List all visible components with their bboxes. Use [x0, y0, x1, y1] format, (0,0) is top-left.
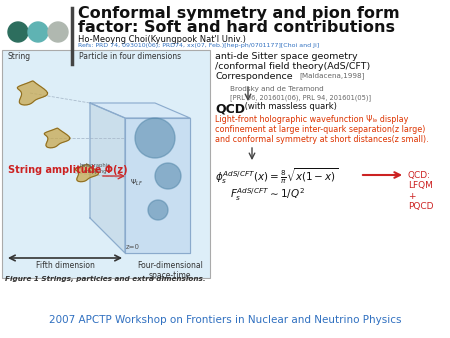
Bar [2, 50, 210, 278]
Text: Particle in four dimensions: Particle in four dimensions [79, 52, 181, 61]
Circle shape [28, 22, 48, 42]
Text: [PRL 96, 201601(06), PRL 94, 201601(05)]: [PRL 96, 201601(06), PRL 94, 201601(05)] [230, 94, 371, 101]
Text: Light-front holographic wavefunction Ψₗₔ display: Light-front holographic wavefunction Ψₗₔ… [215, 115, 409, 124]
Polygon shape [44, 128, 70, 148]
Circle shape [148, 200, 168, 220]
Text: holographic
mapping: holographic mapping [80, 163, 111, 174]
Text: String amplitude Φ(z): String amplitude Φ(z) [8, 165, 128, 175]
Text: String: String [8, 52, 31, 61]
Polygon shape [125, 118, 190, 253]
Text: Correspondence: Correspondence [215, 72, 292, 81]
Text: (with massless quark): (with massless quark) [242, 102, 337, 111]
Text: factor: Soft and hard contributions: factor: Soft and hard contributions [78, 20, 395, 35]
Text: anti-de Sitter space geometry: anti-de Sitter space geometry [215, 52, 358, 61]
Polygon shape [90, 103, 190, 118]
Text: Refs: PRD 74, 093010(06); PRD74, xx(07, Feb.)[hep-ph/0701177][Choi and Ji]: Refs: PRD 74, 093010(06); PRD74, xx(07, … [78, 43, 319, 48]
Circle shape [135, 118, 175, 158]
Text: [Maldacena,1998]: [Maldacena,1998] [299, 72, 364, 79]
Text: /conformal field theory(AdS/CFT): /conformal field theory(AdS/CFT) [215, 62, 370, 71]
Text: 2007 APCTP Workshop on Frontiers in Nuclear and Neutrino Physics: 2007 APCTP Workshop on Frontiers in Nucl… [49, 315, 401, 325]
Text: Ho-Meoyng Choi(Kyungpook Nat'l Univ.): Ho-Meoyng Choi(Kyungpook Nat'l Univ.) [78, 35, 246, 44]
Polygon shape [90, 103, 125, 253]
Polygon shape [75, 164, 99, 182]
Text: QCD: QCD [215, 102, 245, 115]
Text: Figure 1 Strings, particles and extra dimensions.: Figure 1 Strings, particles and extra di… [5, 276, 206, 282]
Text: $\Psi_{LF}$: $\Psi_{LF}$ [130, 178, 143, 188]
Text: confinement at large inter-quark separation(z large): confinement at large inter-quark separat… [215, 125, 425, 134]
Text: $F_s^{AdS/CFT} \sim 1/Q^2$: $F_s^{AdS/CFT} \sim 1/Q^2$ [230, 186, 305, 203]
Text: Fifth dimension: Fifth dimension [36, 261, 94, 270]
Circle shape [48, 22, 68, 42]
Text: Brodsky and de Teramond: Brodsky and de Teramond [230, 86, 324, 92]
Circle shape [8, 22, 28, 42]
Text: and conformal symmetry at short distances(z small).: and conformal symmetry at short distance… [215, 135, 428, 144]
Text: QCD:
LFQM
+
PQCD: QCD: LFQM + PQCD [408, 171, 433, 211]
Polygon shape [18, 81, 48, 105]
Text: z=0: z=0 [126, 244, 140, 250]
Text: Conformal symmetry and pion form: Conformal symmetry and pion form [78, 6, 400, 21]
Text: Four-dimensional
space-time: Four-dimensional space-time [137, 261, 203, 281]
Text: $\phi_s^{AdS/CFT}(x) = \frac{8}{\pi}\sqrt{x(1-x)}$: $\phi_s^{AdS/CFT}(x) = \frac{8}{\pi}\sqr… [215, 166, 338, 186]
Circle shape [155, 163, 181, 189]
